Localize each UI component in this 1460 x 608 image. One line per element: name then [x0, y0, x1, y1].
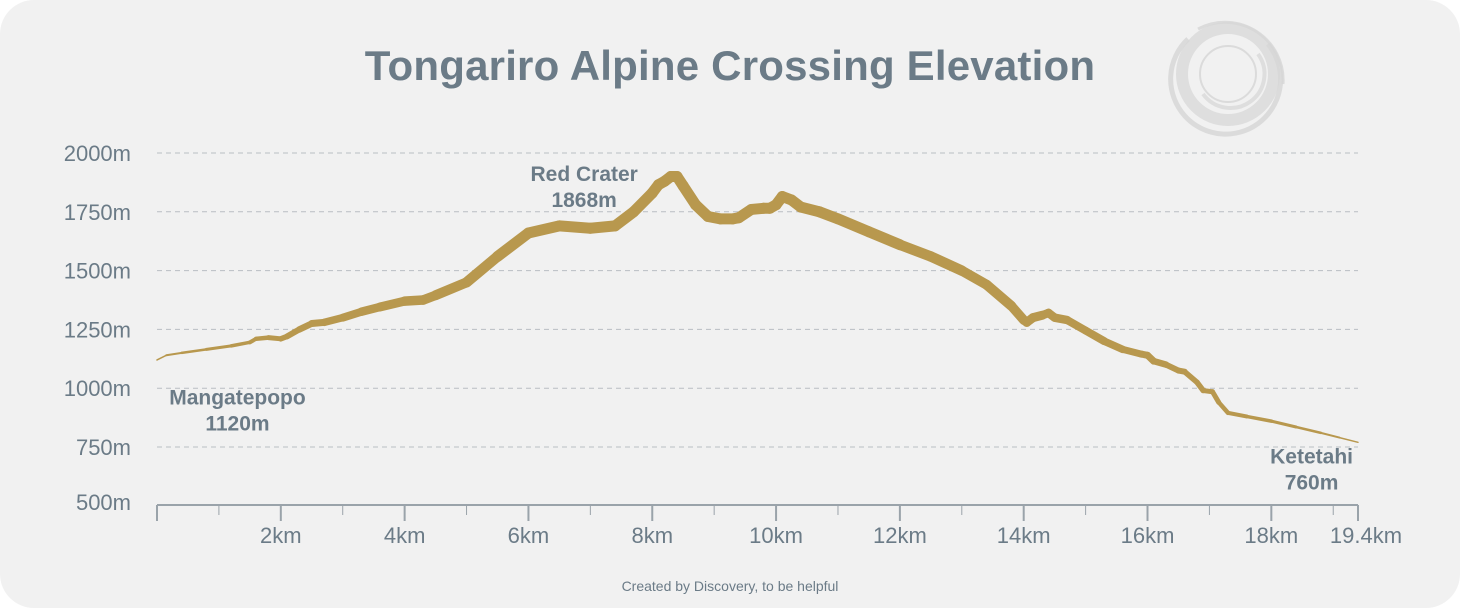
x-tick-label: 12km	[873, 523, 927, 548]
elevation-segment	[491, 227, 534, 262]
elevation-segment	[894, 239, 937, 262]
y-tick-label: 750m	[76, 435, 131, 460]
y-tick-label: 1500m	[64, 259, 131, 284]
elevation-segment	[430, 277, 472, 301]
x-tick-label: 10km	[749, 523, 803, 548]
footer-credit: Created by Discovery, to be helpful	[621, 578, 839, 594]
elevation-segment	[1338, 436, 1359, 444]
elevation-segment	[832, 213, 875, 238]
elevation-segment	[1319, 431, 1341, 439]
y-tick-label: 1250m	[64, 317, 131, 342]
elevation-segment	[165, 351, 183, 357]
annotation-mangatepopo-place: Mangatepopo	[169, 387, 306, 410]
swirl-logo-icon	[1168, 20, 1285, 137]
elevation-segment	[981, 279, 1017, 311]
elevation-segment	[1244, 414, 1274, 423]
elevation-segment	[1225, 410, 1249, 419]
y-tick-label: 2000m	[64, 141, 131, 166]
x-tick-label: 16km	[1121, 523, 1175, 548]
elevation-segment	[925, 251, 968, 276]
y-tick-label: 1750m	[64, 200, 131, 225]
elevation-line	[156, 171, 1359, 444]
x-tick-label: 19.4km	[1330, 523, 1402, 548]
x-tick-label: 6km	[508, 523, 550, 548]
chart-title: Tongariro Alpine Crossing Elevation	[364, 42, 1096, 89]
x-tick-label: 18km	[1244, 523, 1298, 548]
annotation-red-crater-elevation: 1868m	[551, 189, 616, 212]
y-tick-label: 1000m	[64, 376, 131, 401]
elevation-segment	[180, 348, 208, 355]
y-tick-label: 500m	[76, 490, 131, 515]
annotations: Mangatepopo 1120m Red Crater 1868m Ketetahi 7…	[169, 163, 1353, 494]
annotation-red-crater-place: Red Crater	[530, 163, 637, 186]
x-axis: 2km 4km 6km 8km 10km 12km 14km 16km 18km 19.4km	[156, 504, 1402, 548]
elevation-segment	[205, 344, 233, 351]
elevation-segment	[1269, 419, 1298, 429]
x-tick-label: 4km	[384, 523, 426, 548]
annotation-mangatepopo-elevation: 1120m	[205, 413, 269, 436]
elevation-segment	[1294, 425, 1323, 435]
x-tick-label: 8km	[631, 523, 673, 548]
annotation-ketetahi-place: Ketetahi	[1270, 445, 1353, 468]
annotation-ketetahi-elevation: 760m	[1285, 471, 1339, 494]
elevation-segment	[1216, 400, 1231, 416]
elevation-segment	[156, 354, 168, 361]
elevation-segment	[461, 251, 503, 288]
x-tick-label: 14km	[997, 523, 1051, 548]
elevation-segment	[229, 340, 252, 348]
y-axis: 2000m 1750m 1500m 1250m 1000m 750m 500m	[64, 141, 131, 515]
grid-lines	[157, 152, 1358, 448]
elevation-segment	[863, 226, 906, 251]
x-tick-label: 2km	[260, 523, 302, 548]
